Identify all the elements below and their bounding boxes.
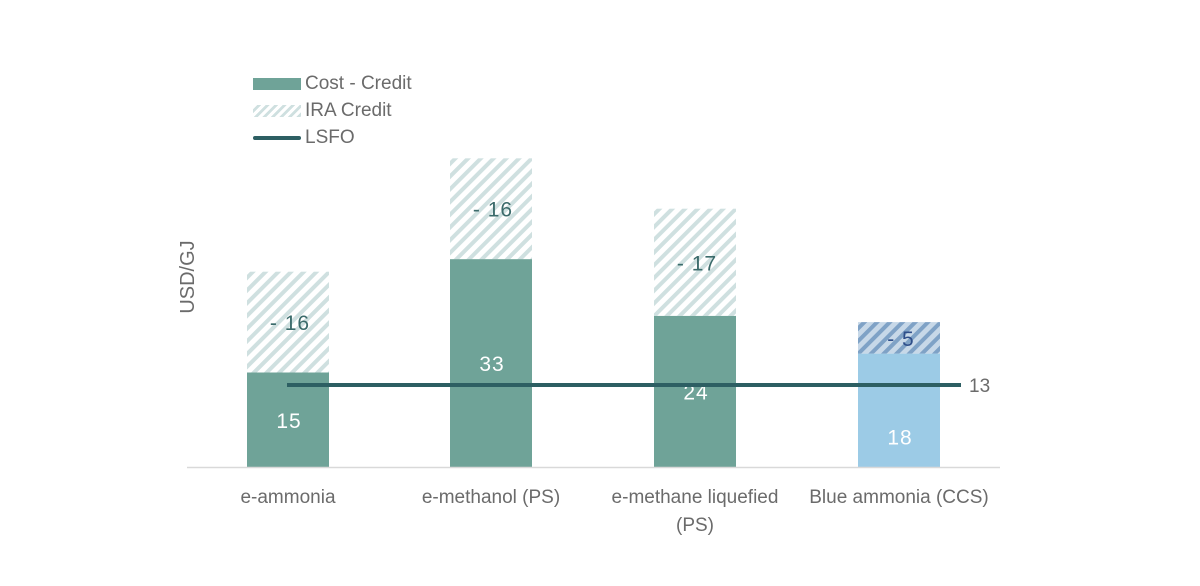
legend: Cost - Credit IRA Credit LSFO <box>253 70 412 151</box>
legend-label-cost-credit: Cost - Credit <box>305 72 412 94</box>
legend-item-ira-credit: IRA Credit <box>253 97 412 124</box>
bar-cost-credit-blue-ammonia-ccs <box>858 353 940 467</box>
x-tick-label-e-ammonia: e-ammonia <box>240 487 335 508</box>
x-tick-label-e-methane-liquefied-ps: e-methane liquefied (PS) <box>612 487 779 536</box>
bar-ira-credit-blue-ammonia-ccs <box>858 322 940 354</box>
legend-swatch-ira-credit <box>253 104 301 117</box>
data-label-cost-credit-e-ammonia: 15 <box>276 410 301 433</box>
data-label-cost-credit-e-methane-liquefied-ps: 24 <box>683 381 708 404</box>
bar-cost-credit-e-ammonia <box>247 372 329 467</box>
data-label-ira-credit-blue-ammonia-ccs: - 5 <box>887 328 915 351</box>
data-label-ira-credit-e-ammonia: - 16 <box>270 312 310 335</box>
legend-swatch-lsfo <box>253 135 301 140</box>
legend-item-lsfo: LSFO <box>253 124 412 151</box>
data-label-ira-credit-e-methane-liquefied-ps: - 17 <box>677 252 717 275</box>
bar-ira-credit-e-ammonia <box>247 271 329 373</box>
x-tick-label-e-methanol-ps: e-methanol (PS) <box>422 487 560 508</box>
lsfo-value-label: 13 <box>969 376 990 397</box>
data-label-ira-credit-e-methanol-ps: - 16 <box>473 199 513 222</box>
bar-ira-credit-e-methanol-ps <box>450 158 532 260</box>
x-tick-label-blue-ammonia-ccs: Blue ammonia (CCS) <box>809 487 989 508</box>
data-label-cost-credit-e-methanol-ps: 33 <box>479 353 504 376</box>
bar-cost-credit-e-methane-liquefied-ps <box>654 315 736 467</box>
legend-label-ira-credit: IRA Credit <box>305 99 392 121</box>
bar-cost-credit-e-methanol-ps <box>450 259 532 467</box>
legend-item-cost-credit: Cost - Credit <box>253 70 412 97</box>
legend-label-lsfo: LSFO <box>305 126 355 148</box>
legend-swatch-cost-credit <box>253 77 301 90</box>
bar-ira-credit-e-methane-liquefied-ps <box>654 208 736 316</box>
data-label-cost-credit-blue-ammonia-ccs: 18 <box>887 426 912 449</box>
y-axis-label: USD/GJ <box>177 240 199 313</box>
